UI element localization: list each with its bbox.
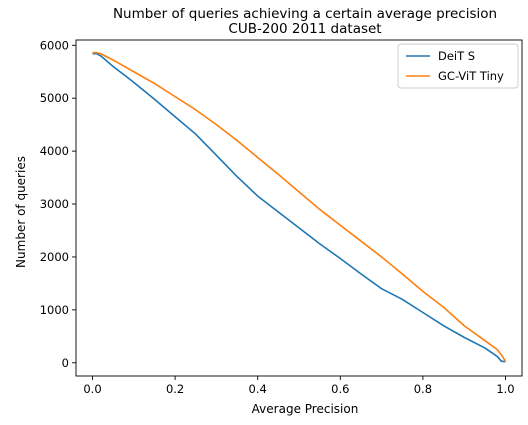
series-line-2	[92, 51, 507, 362]
x-axis-label: Average Precision	[252, 402, 359, 416]
y-tick-label: 0	[62, 356, 69, 370]
y-tick-label: 2000	[40, 250, 69, 264]
x-tick-label: 0.0	[83, 382, 101, 396]
chart-subtitle: CUB-200 2011 dataset	[228, 21, 381, 37]
x-tick-label: 0.2	[166, 382, 184, 396]
legend: DeiT S GC-ViT Tiny	[397, 43, 519, 89]
legend-box	[397, 43, 519, 89]
legend-label: GC-ViT Tiny	[438, 69, 504, 83]
y-tick-label: 1000	[40, 303, 69, 317]
x-tick-label: 0.4	[249, 382, 267, 396]
x-tick-label: 0.6	[331, 382, 349, 396]
chart-title: Number of queries achieving a certain av…	[113, 6, 497, 22]
legend-label: DeiT S	[438, 49, 475, 63]
y-tick-label: 3000	[40, 197, 69, 211]
y-tick-label: 6000	[40, 38, 69, 52]
y-tick-label: 4000	[40, 144, 69, 158]
x-axis-ticks: 0.0 0.2 0.4 0.6 0.8 1.0	[83, 376, 515, 396]
y-tick-label: 5000	[40, 91, 69, 105]
x-tick-label: 0.8	[414, 382, 432, 396]
x-tick-label: 1.0	[496, 382, 514, 396]
series-line-1	[92, 52, 506, 363]
y-axis-ticks: 0 1000 2000 3000 4000 5000 6000	[40, 38, 76, 370]
plot-frame	[75, 39, 523, 377]
y-axis-label: Number of queries	[14, 156, 28, 268]
series-layer	[92, 51, 507, 363]
